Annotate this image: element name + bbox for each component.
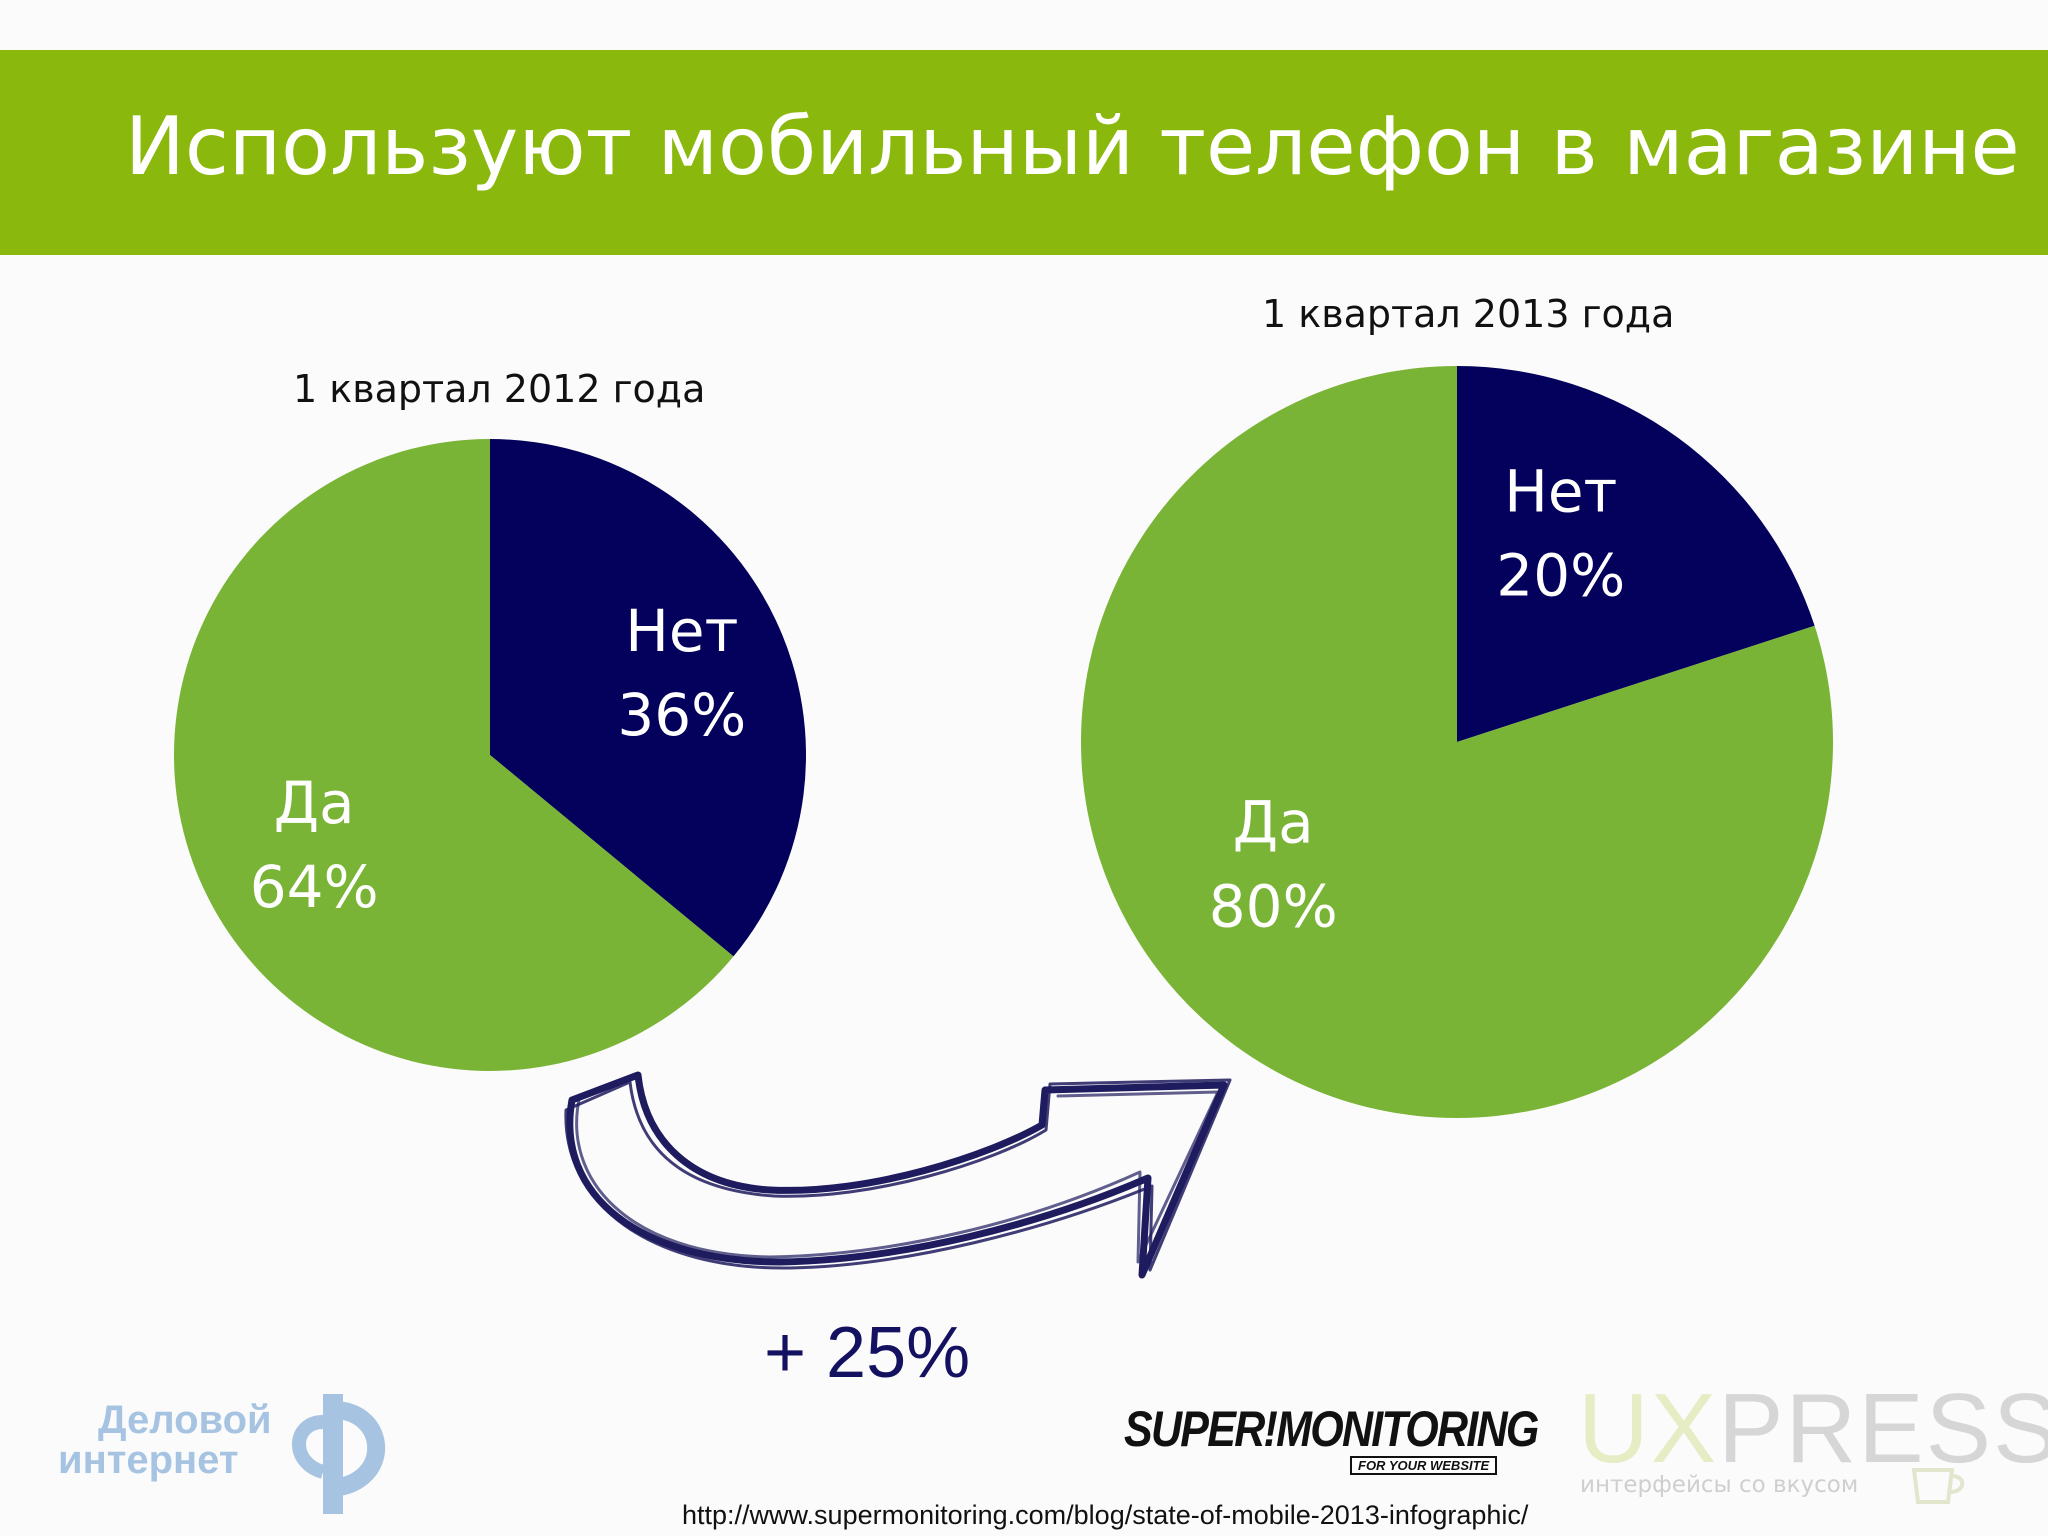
- pie-slice-no: [490, 439, 806, 957]
- pie-2013-title: 1 квартал 2013 года: [1262, 292, 1675, 336]
- coffee-cup-icon: [1911, 1468, 1965, 1504]
- supermonitoring-logo: SUPER!MONITORING FOR YOUR WEBSITE: [1124, 1400, 1539, 1480]
- header-band: [0, 50, 2048, 255]
- curved-arrow-icon: [564, 1071, 1232, 1279]
- delovoy-logo-line2: интернет: [58, 1438, 239, 1482]
- pie-chart-2012: Нет 36% Да 64%: [173, 439, 806, 1071]
- pie-chart-2013: Нет 20% Да 80%: [1081, 366, 1833, 1119]
- uxpresso-logo-tagline: интерфейсы со вкусом: [1580, 1472, 1859, 1498]
- slice-value-label: 36%: [617, 681, 746, 749]
- growth-label: + 25%: [764, 1313, 971, 1393]
- slice-value-label: 20%: [1496, 542, 1625, 610]
- delovoy-logo-line1: Деловой: [98, 1398, 272, 1442]
- uxpresso-logo: UXPRESSO интерфейсы со вкусом: [1578, 1372, 2048, 1512]
- pie-2012-title: 1 квартал 2012 года: [293, 367, 706, 411]
- slide-title: Используют мобильный телефон в магазине: [125, 100, 2020, 193]
- supermonitoring-logo-tagline: FOR YOUR WEBSITE: [1350, 1456, 1498, 1475]
- supermonitoring-logo-text: SUPER!MONITORING: [1124, 1401, 1539, 1457]
- slice-category-label: Нет: [1504, 458, 1617, 526]
- uxpresso-logo-wordmark: UXPRESSO: [1578, 1373, 2048, 1483]
- slice-category-label: Да: [1233, 788, 1314, 856]
- delovoy-internet-logo: Деловой интернет: [58, 1392, 398, 1522]
- delovoy-mark-icon: [292, 1394, 386, 1514]
- pie-slice-no: [1457, 366, 1815, 742]
- slice-category-label: Нет: [625, 597, 738, 665]
- slice-value-label: 80%: [1209, 872, 1338, 940]
- source-link[interactable]: http://www.supermonitoring.com/blog/stat…: [682, 1500, 1529, 1530]
- pie-slice-yes: [173, 439, 734, 1071]
- pie-slice-yes: [1081, 366, 1833, 1119]
- slice-category-label: Да: [274, 769, 355, 837]
- slice-value-label: 64%: [250, 853, 379, 921]
